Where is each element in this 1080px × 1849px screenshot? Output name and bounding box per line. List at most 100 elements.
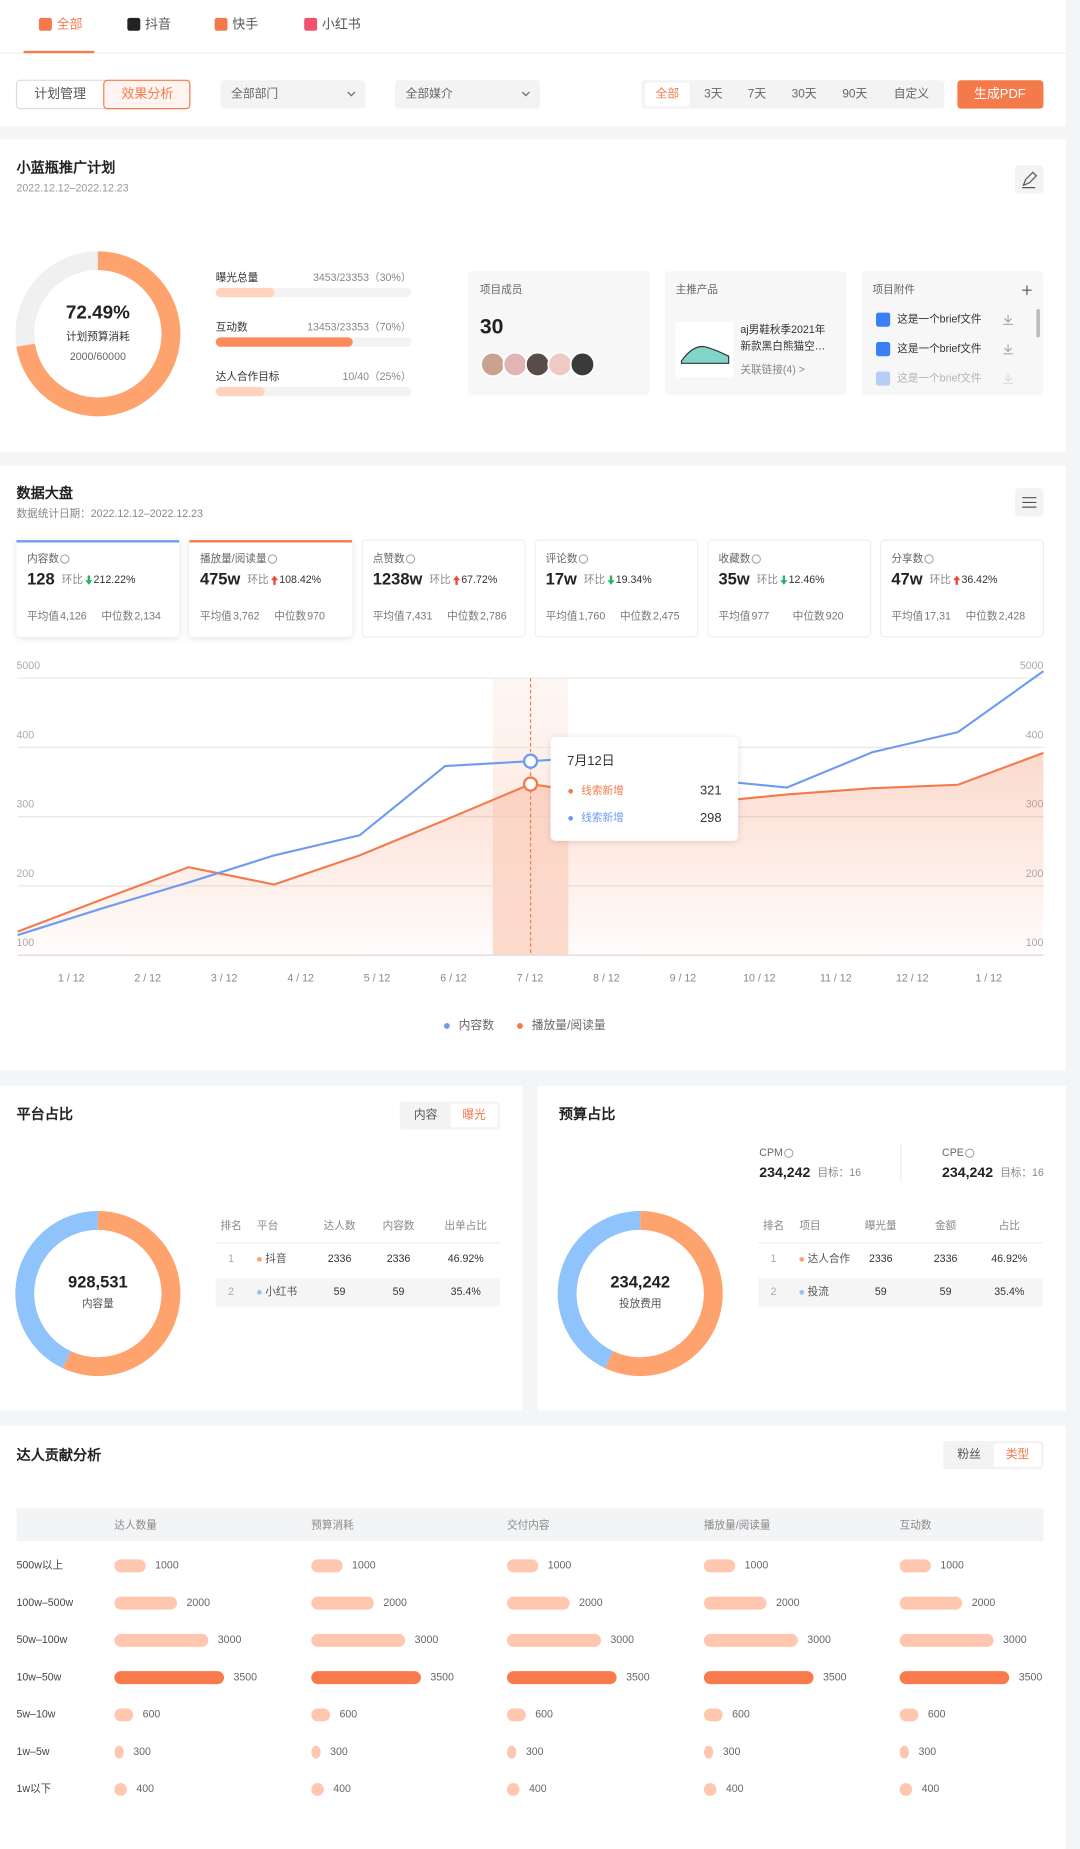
panel-date: 数据统计日期：2022.12.12–2022.12.23 bbox=[17, 507, 203, 520]
metric-name: 播放量/阅读量 bbox=[200, 552, 267, 565]
select-text[interactable]: 全部部门 bbox=[231, 87, 278, 101]
product-link[interactable]: 关联链接(4) > bbox=[740, 363, 805, 376]
file-icon bbox=[876, 371, 891, 386]
cell: 59 bbox=[393, 1286, 405, 1298]
x-tick-label: 4 / 12 bbox=[287, 973, 314, 985]
ratio-label: 环比 bbox=[429, 573, 450, 586]
metric-name: 分享数 bbox=[891, 552, 923, 565]
bar bbox=[114, 1745, 124, 1759]
card-title: 项目附件 bbox=[872, 283, 915, 296]
range-tab[interactable]: 全部 bbox=[656, 87, 680, 101]
tooltip-value: 321 bbox=[700, 783, 722, 798]
cell: 59 bbox=[940, 1286, 952, 1298]
donut-value: 928,531 bbox=[68, 1273, 128, 1291]
nav-tab[interactable]: 小红书 bbox=[322, 16, 361, 31]
tooltip bbox=[550, 737, 739, 841]
kpi-target: 16 bbox=[849, 1167, 861, 1179]
progress-bar bbox=[215, 287, 275, 298]
bar-label: 3000 bbox=[807, 1634, 831, 1646]
toggle-active bbox=[450, 1103, 498, 1128]
file-item: 这是一个brief文件 bbox=[876, 312, 1013, 327]
row-label: 10w–50w bbox=[17, 1671, 62, 1683]
range-tab[interactable]: 3天 bbox=[704, 88, 723, 101]
donut-slice bbox=[62, 1211, 181, 1377]
x-tick-label: 12 / 12 bbox=[896, 973, 929, 985]
cell: 46.92% bbox=[448, 1253, 485, 1265]
file-name[interactable]: 这是一个brief文件 bbox=[897, 371, 982, 384]
trend-arrow bbox=[607, 575, 615, 585]
bar-label: 1000 bbox=[155, 1560, 179, 1572]
range-group bbox=[641, 80, 945, 109]
range-tab[interactable]: 7天 bbox=[748, 88, 767, 101]
kpi-target-label: 目标： bbox=[1000, 1167, 1032, 1179]
bar-label: 300 bbox=[330, 1746, 348, 1758]
toggle-option[interactable]: 内容 bbox=[414, 1108, 438, 1122]
x-tick-label: 3 / 12 bbox=[211, 973, 238, 985]
x-tick-label: 1 / 12 bbox=[975, 973, 1002, 985]
metric-card bbox=[361, 539, 526, 638]
table-header: 排名 bbox=[763, 1219, 784, 1232]
y2-tick-label: 400 bbox=[1026, 729, 1044, 741]
bar bbox=[703, 1782, 717, 1796]
view-tab[interactable]: 效果分析 bbox=[121, 86, 173, 101]
nav-tab[interactable]: 抖音 bbox=[145, 16, 171, 31]
metric-accent bbox=[189, 540, 353, 543]
select bbox=[394, 80, 540, 109]
settings-icon bbox=[1022, 497, 1037, 508]
info-icon bbox=[578, 554, 588, 564]
bar bbox=[114, 1708, 134, 1722]
legend-dot bbox=[517, 1022, 523, 1029]
avg-value: 1,760 bbox=[579, 611, 606, 623]
donut-caption: 内容量 bbox=[82, 1297, 114, 1310]
edit-button[interactable] bbox=[1015, 165, 1044, 194]
donut-value: 72.49% bbox=[66, 302, 130, 323]
toggle-option[interactable]: 类型 bbox=[1006, 1447, 1030, 1461]
bar bbox=[114, 1782, 127, 1796]
table-header: 排名 bbox=[220, 1219, 241, 1232]
view-tab[interactable]: 计划管理 bbox=[34, 86, 86, 101]
metric-card bbox=[189, 540, 353, 637]
info-card bbox=[861, 271, 1044, 396]
select-text[interactable]: 全部媒介 bbox=[406, 87, 453, 101]
bar-label: 400 bbox=[529, 1783, 547, 1795]
bar-label: 3500 bbox=[430, 1671, 454, 1683]
nav-tab[interactable]: 快手 bbox=[232, 16, 258, 31]
row-dot bbox=[799, 1256, 805, 1262]
row-name: 投流 bbox=[808, 1285, 830, 1298]
pdf-button-text[interactable]: 生成PDF bbox=[974, 86, 1026, 101]
bar bbox=[899, 1633, 994, 1647]
range-tab[interactable]: 自定义 bbox=[894, 87, 930, 101]
table-header-bg bbox=[16, 1508, 1044, 1542]
cell: 2336 bbox=[387, 1253, 411, 1265]
bar-label: 300 bbox=[133, 1746, 151, 1758]
hover-point bbox=[522, 776, 539, 792]
caret bbox=[347, 91, 356, 97]
bar bbox=[311, 1782, 324, 1796]
ratio-label: 环比 bbox=[62, 573, 83, 586]
row-label: 1w–5w bbox=[17, 1746, 50, 1758]
bar-label: 400 bbox=[922, 1783, 940, 1795]
bar bbox=[114, 1596, 178, 1610]
table-row-bg bbox=[758, 1278, 1043, 1307]
ratio-label: 环比 bbox=[757, 573, 778, 586]
file-name[interactable]: 这是一个brief文件 bbox=[897, 342, 982, 355]
x-tick-label: 6 / 12 bbox=[440, 973, 467, 985]
bar bbox=[703, 1745, 714, 1759]
toggle-option[interactable]: 曝光 bbox=[462, 1108, 486, 1122]
toggle-option[interactable]: 粉丝 bbox=[957, 1448, 981, 1461]
tooltip-title: 7月12日 bbox=[567, 753, 615, 768]
bar-label: 600 bbox=[339, 1709, 357, 1721]
avg-label: 平均值 bbox=[373, 610, 405, 623]
metric-value: 128 bbox=[27, 571, 55, 589]
range-tab[interactable]: 90天 bbox=[842, 88, 867, 101]
range-tab[interactable]: 30天 bbox=[792, 88, 817, 101]
nav-tab[interactable]: 全部 bbox=[57, 16, 83, 31]
metric-change: 12.46% bbox=[789, 574, 826, 586]
bar-label: 1000 bbox=[745, 1560, 769, 1572]
metric-name: 收藏数 bbox=[719, 552, 751, 565]
bar bbox=[703, 1559, 736, 1573]
bar-label: 3000 bbox=[218, 1634, 242, 1646]
avg-value: 17,31 bbox=[924, 611, 951, 623]
x-tick-label: 9 / 12 bbox=[670, 973, 697, 985]
file-name[interactable]: 这是一个brief文件 bbox=[897, 312, 982, 325]
